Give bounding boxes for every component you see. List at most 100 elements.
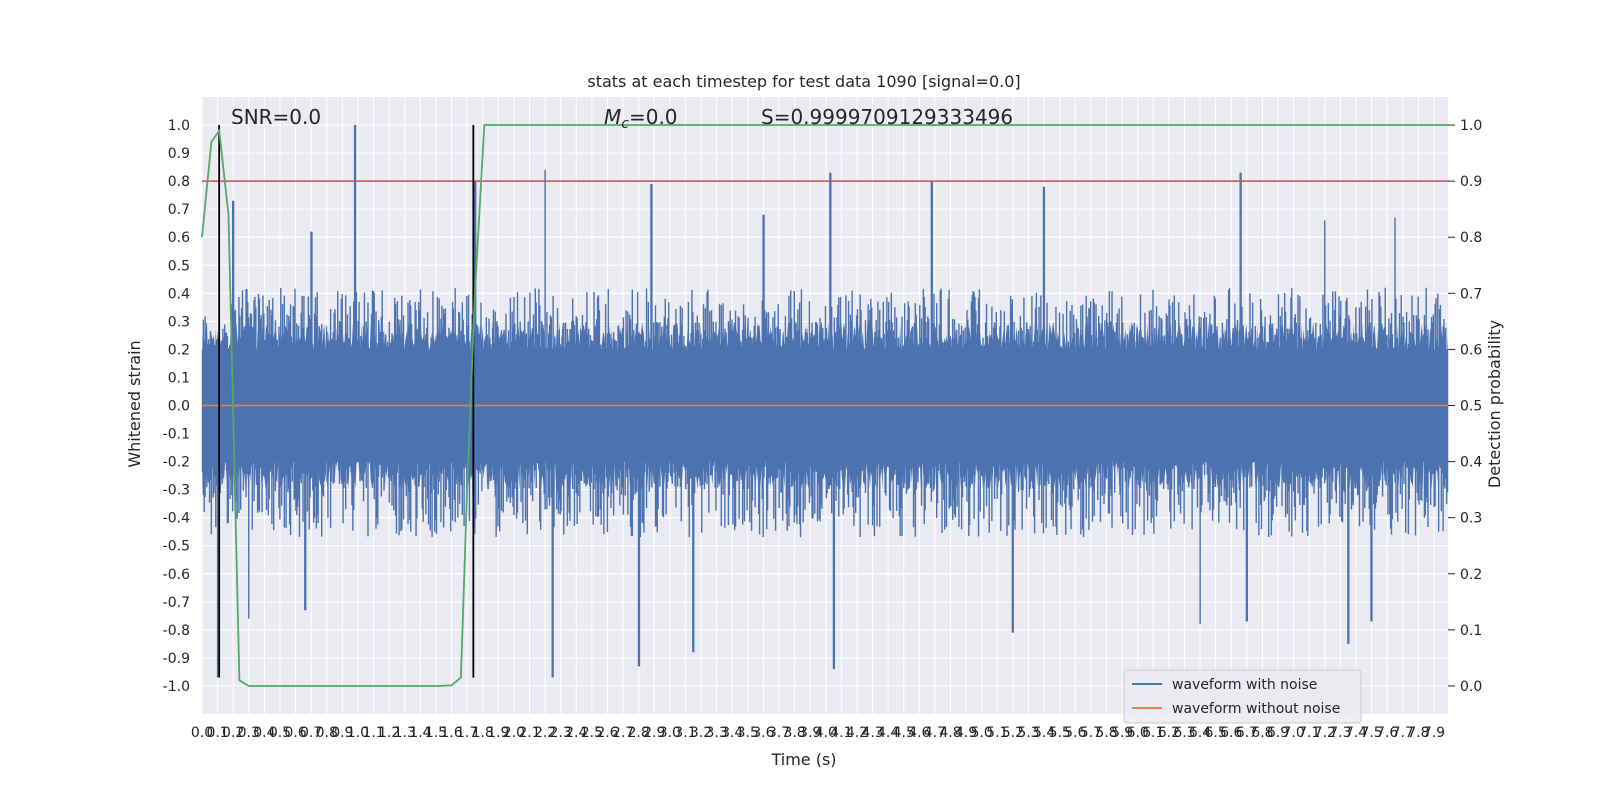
x-tick-label: 5.3 bbox=[1017, 725, 1039, 741]
x-tick-label: 3.4 bbox=[721, 725, 743, 741]
x-tick-label: 4.2 bbox=[846, 725, 868, 741]
x-tick-label: 5.2 bbox=[1002, 725, 1024, 741]
y-tick-label: 0.2 bbox=[168, 342, 190, 358]
x-tick-label: 3.7 bbox=[768, 725, 790, 741]
y2-tick-label: 0.3 bbox=[1460, 511, 1482, 527]
y2-tick-label: 0.4 bbox=[1460, 455, 1482, 471]
x-tick-label: 2.0 bbox=[503, 725, 525, 741]
y-tick-label: 0.9 bbox=[168, 146, 190, 162]
x-tick-label: 3.3 bbox=[705, 725, 727, 741]
x-tick-label: 6.9 bbox=[1267, 725, 1289, 741]
y-tick-label: -0.9 bbox=[163, 651, 190, 667]
x-tick-label: 4.8 bbox=[939, 725, 961, 741]
x-tick-label: 1.3 bbox=[394, 725, 416, 741]
y2-tick-label: 0.7 bbox=[1460, 286, 1482, 302]
x-tick-label: 5.7 bbox=[1080, 725, 1102, 741]
x-tick-label: 1.0 bbox=[347, 725, 369, 741]
x-tick-label: 2.6 bbox=[596, 725, 618, 741]
x-tick-label: 7.1 bbox=[1298, 725, 1320, 741]
y-tick-label: -0.4 bbox=[163, 511, 190, 527]
x-tick-label: 6.6 bbox=[1220, 725, 1242, 741]
x-tick-label: 1.5 bbox=[425, 725, 447, 741]
y-axis-left: -1.0 -0.9 -0.8 -0.7 -0.6 -0.5 -0.4 -0.3 -0.2 -0.1… bbox=[163, 118, 190, 695]
x-tick-label: 6.3 bbox=[1173, 725, 1195, 741]
x-tick-label: 6.8 bbox=[1251, 725, 1273, 741]
x-tick-label: 4.5 bbox=[893, 725, 915, 741]
x-tick-label: 5.9 bbox=[1111, 725, 1133, 741]
x-tick-label: 6.7 bbox=[1236, 725, 1258, 741]
x-tick-label: 4.3 bbox=[861, 725, 883, 741]
x-tick-label: 5.6 bbox=[1064, 725, 1086, 741]
x-tick-label: 4.9 bbox=[955, 725, 977, 741]
x-tick-label: 7.7 bbox=[1392, 725, 1414, 741]
x-tick-label: 1.1 bbox=[362, 725, 384, 741]
x-tick-label: 0.5 bbox=[269, 725, 291, 741]
x-tick-label: 3.8 bbox=[783, 725, 805, 741]
overlay-lines bbox=[201, 124, 1448, 687]
y-tick-label: -0.7 bbox=[163, 595, 190, 611]
mc-annotation-sub: c bbox=[621, 116, 629, 132]
x-tick-label: 7.0 bbox=[1282, 725, 1304, 741]
x-tick-label: 6.5 bbox=[1205, 725, 1227, 741]
y-tick-label: -1.0 bbox=[163, 679, 190, 695]
y-tick-label: 0.4 bbox=[168, 286, 190, 302]
x-tick-label: 2.7 bbox=[612, 725, 634, 741]
y2-tick-label: 0.6 bbox=[1460, 342, 1482, 358]
x-axis-label: Time (s) bbox=[770, 750, 836, 769]
y2-tick-label: 0.5 bbox=[1460, 399, 1482, 415]
detection-probability-line bbox=[201, 124, 1448, 687]
x-tick-label: 0.4 bbox=[253, 725, 275, 741]
waveform-with-noise-series bbox=[201, 125, 1449, 678]
x-tick-label: 0.0 bbox=[191, 725, 213, 741]
x-tick-label: 5.1 bbox=[986, 725, 1008, 741]
x-tick-label: 4.4 bbox=[877, 725, 899, 741]
y-tick-label: 0.6 bbox=[168, 230, 190, 246]
x-tick-label: 6.2 bbox=[1158, 725, 1180, 741]
y2-tick-label: 0.0 bbox=[1460, 679, 1482, 695]
y-tick-label: -0.3 bbox=[163, 483, 190, 499]
mc-annotation-base: M bbox=[604, 105, 621, 129]
x-tick-label: 3.6 bbox=[752, 725, 774, 741]
x-tick-label: 3.0 bbox=[659, 725, 681, 741]
y-tick-label: -0.8 bbox=[163, 623, 190, 639]
x-tick-label: 6.1 bbox=[1142, 725, 1164, 741]
y-tick-label: 0.7 bbox=[168, 202, 190, 218]
x-tick-label: 0.8 bbox=[316, 725, 338, 741]
x-tick-label: 0.3 bbox=[238, 725, 260, 741]
y-tick-label: 0.0 bbox=[168, 399, 190, 415]
x-tick-label: 7.4 bbox=[1345, 725, 1367, 741]
y2-tick-label: 0.1 bbox=[1460, 623, 1482, 639]
x-tick-label: 5.0 bbox=[971, 725, 993, 741]
x-tick-label: 1.4 bbox=[409, 725, 431, 741]
x-tick-label: 5.5 bbox=[1049, 725, 1071, 741]
x-tick-label: 7.9 bbox=[1423, 725, 1445, 741]
x-tick-label: 3.1 bbox=[674, 725, 696, 741]
x-tick-label: 1.2 bbox=[378, 725, 400, 741]
x-tick-label: 2.8 bbox=[628, 725, 650, 741]
x-tick-label: 4.7 bbox=[924, 725, 946, 741]
y-tick-label: -0.2 bbox=[163, 455, 190, 471]
x-tick-label: 5.4 bbox=[1033, 725, 1055, 741]
x-tick-label: 1.8 bbox=[472, 725, 494, 741]
x-tick-label: 5.8 bbox=[1095, 725, 1117, 741]
x-tick-label: 4.1 bbox=[830, 725, 852, 741]
x-tick-label: 1.6 bbox=[440, 725, 462, 741]
x-tick-label: 3.9 bbox=[799, 725, 821, 741]
snr-annotation: SNR=0.0 bbox=[231, 105, 321, 129]
x-tick-label: 6.4 bbox=[1189, 725, 1211, 741]
y-tick-label: 1.0 bbox=[168, 118, 190, 134]
x-tick-label: 4.6 bbox=[908, 725, 930, 741]
x-tick-label: 7.6 bbox=[1376, 725, 1398, 741]
legend-entry-noise: waveform with noise bbox=[1172, 677, 1317, 693]
x-tick-label: 1.9 bbox=[487, 725, 509, 741]
x-tick-label: 6.0 bbox=[1127, 725, 1149, 741]
x-tick-label: 7.5 bbox=[1360, 725, 1382, 741]
y-tick-label: -0.1 bbox=[163, 427, 190, 443]
y-tick-label: 0.1 bbox=[168, 370, 190, 386]
s-annotation: S=0.9999709129333496 bbox=[761, 105, 1013, 129]
x-tick-label: 2.1 bbox=[518, 725, 540, 741]
y-tick-label: -0.6 bbox=[163, 567, 190, 583]
x-tick-label: 7.8 bbox=[1407, 725, 1429, 741]
x-tick-label: 3.5 bbox=[737, 725, 759, 741]
